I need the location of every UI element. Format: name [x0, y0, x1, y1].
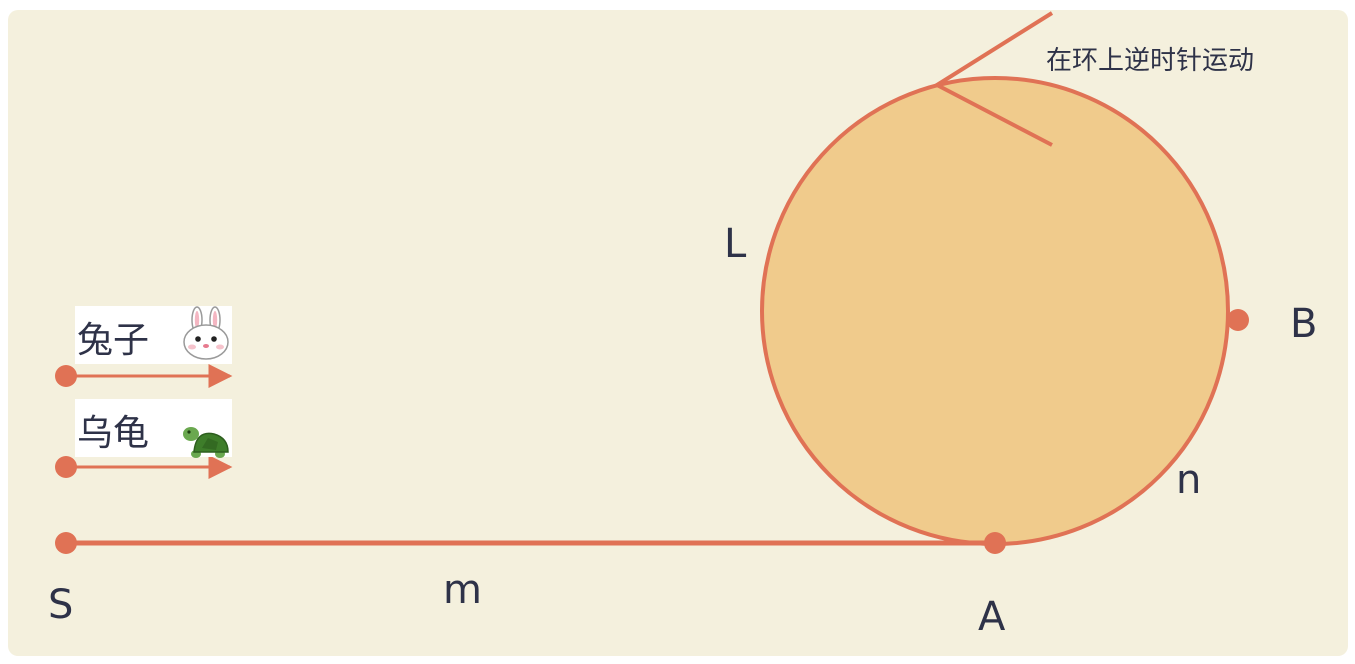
point-s — [55, 532, 77, 554]
turtle-icon — [183, 427, 229, 458]
point-a — [984, 532, 1006, 554]
label-m: m — [443, 567, 482, 613]
direction-annotation: 在环上逆时针运动 — [1046, 46, 1254, 76]
label-l: L — [724, 221, 747, 267]
turtle-label: 乌龟 — [77, 413, 149, 454]
counterclockwise-direction-marker — [932, 11, 1054, 147]
label-b: B — [1290, 301, 1317, 347]
loop-circle — [760, 76, 1230, 546]
rabbit-icon — [183, 306, 229, 360]
label-n: n — [1176, 457, 1201, 503]
rabbit-label: 兔子 — [77, 320, 149, 361]
label-a: A — [978, 594, 1006, 640]
point-b — [1227, 309, 1249, 331]
label-s: S — [48, 582, 73, 628]
